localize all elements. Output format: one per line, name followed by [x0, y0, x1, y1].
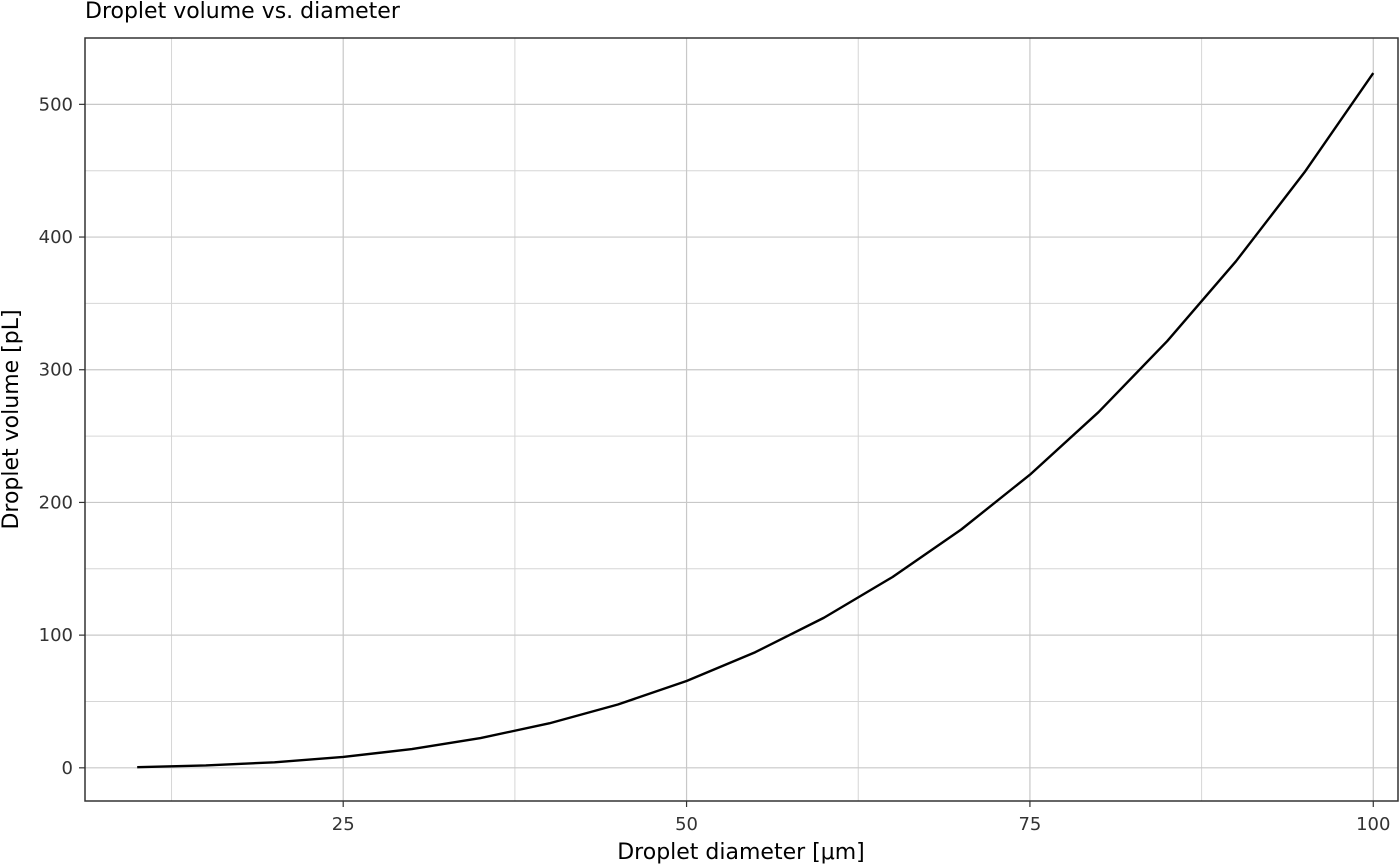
chart-title: Droplet volume vs. diameter	[85, 0, 401, 24]
y-tick-label: 400	[39, 227, 73, 248]
grid-layer	[85, 38, 1398, 801]
series-line	[137, 72, 1375, 769]
y-tick-label: 200	[39, 492, 73, 513]
y-tick-label: 100	[39, 625, 73, 646]
x-tick-label: 75	[1018, 814, 1041, 835]
ticks-layer: 25 50 75 100 0 100 200 300 400 500	[39, 94, 1391, 835]
y-tick-label: 0	[62, 758, 73, 779]
panel-border	[84, 37, 1399, 802]
y-tick-label: 500	[39, 94, 73, 115]
series-layer	[137, 72, 1375, 769]
x-tick-label: 50	[675, 814, 698, 835]
x-tick-label: 25	[332, 814, 355, 835]
y-axis-title: Droplet volume [pL]	[0, 309, 24, 529]
y-tick-label: 300	[39, 360, 73, 381]
x-axis-title: Droplet diameter [μm]	[617, 840, 865, 865]
x-tick-label: 100	[1356, 814, 1390, 835]
